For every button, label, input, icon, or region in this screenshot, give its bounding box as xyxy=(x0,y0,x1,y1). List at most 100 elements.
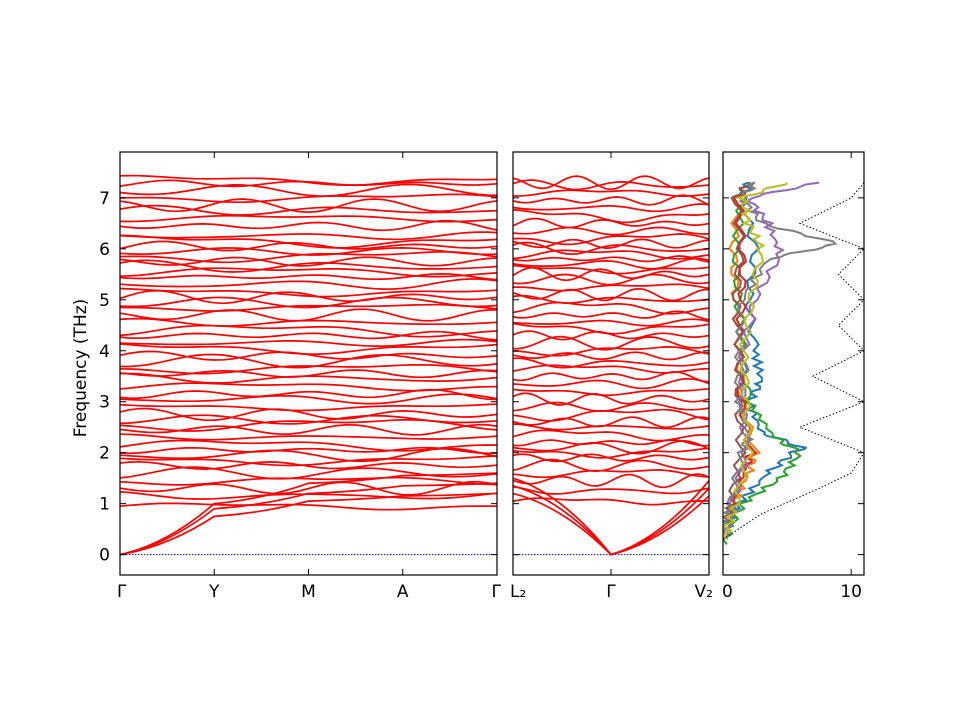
y-tick-label: 5 xyxy=(99,291,110,311)
panels-layer: 0 1 2 3 4 5 6 7 Γ Y M A Γ L₂ Γ V₂ 0 10 xyxy=(99,151,865,602)
y-tick-label: 4 xyxy=(99,342,110,362)
dos-series-8 xyxy=(723,182,864,540)
optical-branch xyxy=(512,497,710,506)
optical-branch xyxy=(119,324,498,338)
optical-branch xyxy=(512,447,710,459)
optical-branch xyxy=(119,403,498,412)
optical-branch xyxy=(512,233,710,246)
optical-branch xyxy=(512,453,710,463)
optical-branch xyxy=(512,273,710,286)
optical-branch xyxy=(512,257,710,270)
optical-branch xyxy=(512,351,710,361)
optical-branch xyxy=(119,460,498,470)
optical-branch xyxy=(119,308,498,322)
optical-branch xyxy=(512,226,710,236)
optical-branch xyxy=(119,491,498,500)
optical-branch xyxy=(512,249,710,260)
dos-x-tick-label: 0 xyxy=(722,582,733,602)
x-tick-label: M xyxy=(301,582,316,602)
optical-branch xyxy=(119,369,498,379)
optical-branch xyxy=(512,416,710,429)
optical-branch xyxy=(120,353,498,369)
optical-branch xyxy=(119,214,498,223)
optical-branch xyxy=(512,255,710,263)
dos-series-6 xyxy=(723,181,838,541)
y-axis-label: Frequency (THz) xyxy=(71,299,91,438)
optical-branch xyxy=(512,469,710,479)
optical-branch xyxy=(119,193,498,204)
optical-branch xyxy=(119,455,498,467)
band-path-2: L₂ Γ V₂ xyxy=(510,151,713,602)
optical-branch xyxy=(512,439,710,447)
dos-series-7 xyxy=(723,182,788,541)
optical-branch xyxy=(512,401,710,413)
optical-branch xyxy=(512,189,710,198)
dos-series-0 xyxy=(723,181,807,541)
optical-branch xyxy=(120,303,498,312)
optical-branch xyxy=(512,175,710,191)
optical-branch xyxy=(512,330,710,341)
x-tick-label: Γ xyxy=(492,582,502,602)
x-tick-label: Γ xyxy=(606,582,616,602)
y-tick-label: 3 xyxy=(99,393,110,413)
optical-branch xyxy=(119,287,498,298)
optical-branch xyxy=(119,240,498,252)
optical-branch xyxy=(512,357,710,369)
optical-branch xyxy=(119,273,498,281)
y-tick-label: 0 xyxy=(99,546,110,566)
optical-branch xyxy=(512,287,710,302)
optical-branch xyxy=(512,294,710,304)
optical-branch xyxy=(512,387,710,397)
optical-branch xyxy=(119,231,498,241)
optical-branch xyxy=(119,466,498,480)
optical-branch xyxy=(513,335,710,351)
optical-branch xyxy=(119,256,498,267)
optical-branch xyxy=(119,502,498,511)
optical-branch xyxy=(119,267,498,278)
optical-branch xyxy=(512,318,710,327)
optical-branch xyxy=(512,209,710,224)
optical-branch xyxy=(119,278,498,290)
optical-branch xyxy=(119,174,498,187)
optical-branch xyxy=(119,393,498,405)
optical-branch xyxy=(119,296,498,309)
optical-branch xyxy=(512,264,710,275)
optical-branch xyxy=(119,439,498,452)
optical-branch xyxy=(119,480,498,496)
optical-branch xyxy=(119,183,498,197)
optical-branch xyxy=(119,198,498,214)
optical-branch xyxy=(119,446,498,455)
optical-branch xyxy=(512,322,710,335)
optical-branch xyxy=(512,179,710,191)
optical-branch xyxy=(119,204,498,216)
optical-branch xyxy=(512,458,710,473)
optical-branch xyxy=(512,473,710,489)
optical-branch xyxy=(512,301,710,315)
optical-branch xyxy=(512,440,710,455)
dos-panel: 0 10 xyxy=(722,151,865,602)
x-tick-label: A xyxy=(397,582,409,602)
x-tick-label: Y xyxy=(208,582,220,602)
optical-branch xyxy=(512,266,710,282)
optical-branch xyxy=(512,310,710,321)
optical-branch xyxy=(119,330,498,341)
optical-branch xyxy=(119,343,498,355)
optical-branch xyxy=(512,408,710,422)
panel-2-frame xyxy=(722,151,865,576)
optical-branch xyxy=(119,338,498,347)
optical-branch xyxy=(119,234,498,249)
y-tick-label: 6 xyxy=(99,240,110,260)
optical-branch xyxy=(119,250,498,264)
optical-branch xyxy=(512,346,710,357)
optical-branch xyxy=(119,407,498,422)
optical-branch xyxy=(512,203,710,213)
band-path-1: 0 1 2 3 4 5 6 7 Γ Y M A Γ xyxy=(99,151,502,602)
optical-branch xyxy=(512,377,710,390)
optical-branch xyxy=(119,433,498,441)
optical-branch xyxy=(119,247,498,256)
x-tick-label: L₂ xyxy=(510,582,526,602)
x-tick-label: V₂ xyxy=(695,582,713,602)
optical-branch xyxy=(119,363,498,375)
optical-branch xyxy=(512,485,710,495)
